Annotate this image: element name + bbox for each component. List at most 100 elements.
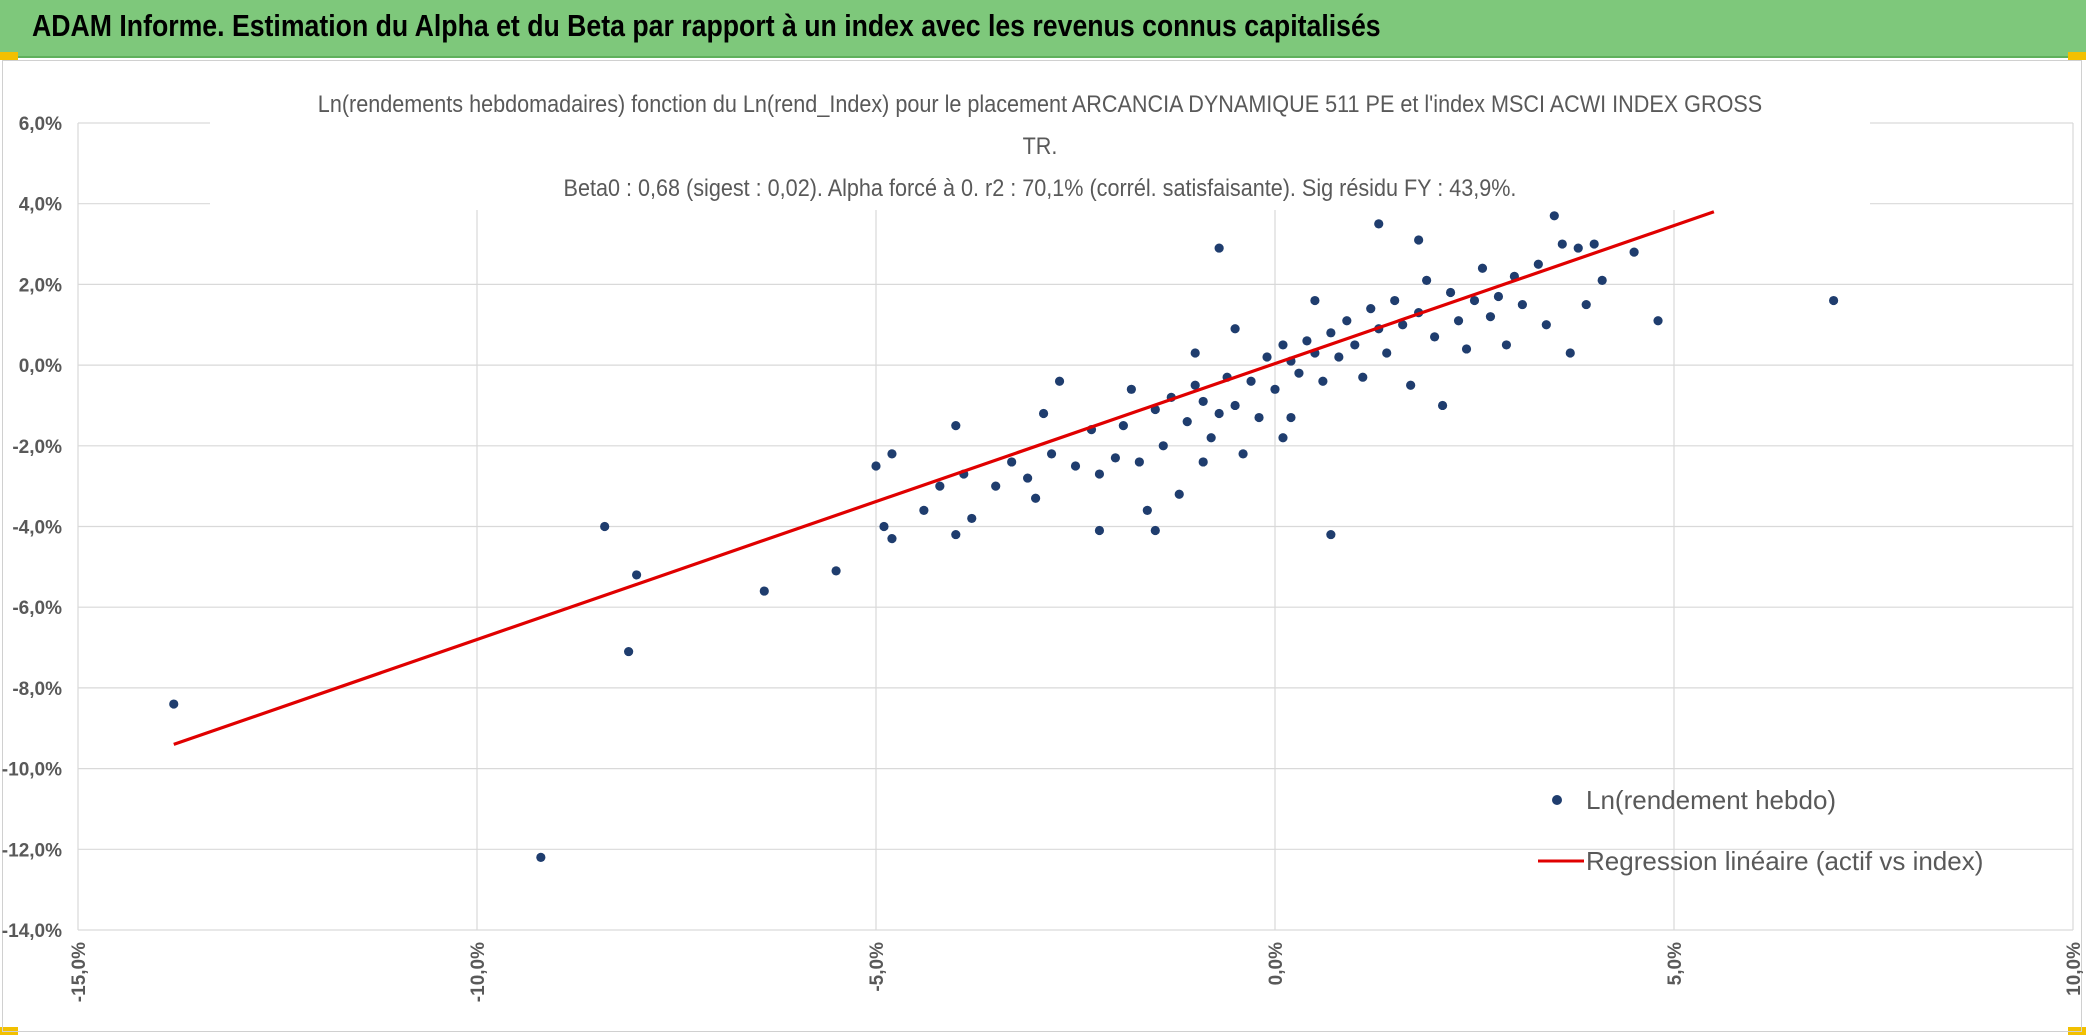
data-point — [1206, 433, 1216, 443]
data-point — [1581, 299, 1591, 310]
data-point — [1398, 320, 1408, 330]
data-point — [1278, 433, 1288, 443]
corner-marker — [2068, 52, 2086, 60]
data-point — [1374, 219, 1384, 229]
data-point — [1485, 312, 1496, 322]
data-point — [1230, 400, 1240, 411]
y-axis-ticks: 6,0% 4,0% 2,0% 0,0% -2,0% -4,0% -6,0% -8,0% -10,… — [2, 114, 62, 942]
data-point — [935, 481, 945, 491]
data-point — [1469, 295, 1480, 306]
data-point — [1422, 275, 1432, 285]
corner-marker — [0, 52, 18, 60]
data-point — [871, 461, 881, 471]
legend-label-regression: Regression linéaire (actif vs index) — [1586, 846, 1983, 876]
data-point — [1278, 340, 1288, 350]
data-point — [919, 505, 929, 515]
data-point — [1573, 243, 1583, 253]
data-point — [759, 586, 769, 596]
data-point — [1358, 372, 1368, 382]
data-point — [1214, 243, 1224, 253]
data-point — [1094, 469, 1105, 479]
x-tick-label: -15,0% — [69, 942, 90, 1002]
data-points — [169, 211, 1839, 862]
data-point — [1430, 332, 1440, 342]
data-point — [1477, 263, 1488, 273]
data-point — [831, 566, 841, 576]
data-point — [1007, 457, 1017, 467]
data-point — [951, 529, 961, 540]
data-point — [1366, 304, 1376, 314]
data-point — [1589, 239, 1599, 249]
header-banner: ADAM Informe. Estimation du Alpha et du … — [0, 0, 2086, 58]
data-point — [1238, 449, 1248, 459]
x-tick-label: -10,0% — [468, 942, 489, 1002]
data-point — [1501, 340, 1512, 350]
data-point — [1629, 247, 1639, 257]
data-point — [1326, 328, 1336, 338]
y-tick-label: -8,0% — [12, 679, 62, 700]
report-title: ADAM Informe. Estimation du Alpha et du … — [32, 8, 1381, 43]
data-point — [1070, 461, 1081, 471]
regression-line — [173, 210, 1715, 746]
chart-title-line-1: Ln(rendements hebdomadaires) fonction du… — [317, 91, 1763, 118]
data-point — [1453, 316, 1464, 326]
data-point — [1254, 412, 1264, 423]
data-point — [600, 521, 610, 532]
data-point — [1461, 344, 1472, 354]
data-point — [1445, 287, 1456, 298]
data-point — [169, 699, 179, 709]
data-point — [1190, 348, 1200, 358]
y-tick-label: 4,0% — [19, 195, 62, 216]
data-point — [1198, 457, 1208, 467]
chart-title: Ln(rendements hebdomadaires) fonction du… — [210, 84, 1870, 210]
x-tick-label: -5,0% — [867, 942, 888, 992]
data-point — [624, 646, 634, 657]
y-tick-label: -4,0% — [12, 518, 62, 539]
data-point — [1182, 416, 1192, 427]
data-point — [1541, 320, 1551, 330]
data-point — [991, 481, 1001, 491]
chart-subtitle: Beta0 : 0,68 (sigest : 0,02). Alpha forc… — [563, 175, 1517, 202]
data-point — [1549, 211, 1559, 221]
chart-frame — [2, 60, 2082, 1032]
data-point — [1150, 525, 1160, 536]
data-point — [1437, 400, 1448, 411]
data-point — [1382, 348, 1392, 358]
data-point — [887, 534, 897, 544]
data-point — [1054, 376, 1065, 386]
y-tick-label: -10,0% — [2, 760, 62, 781]
x-tick-label: 5,0% — [1665, 942, 1686, 985]
data-point — [1350, 340, 1360, 350]
data-point — [1390, 295, 1400, 306]
data-point — [1414, 235, 1424, 245]
data-point — [1557, 239, 1567, 249]
y-tick-label: 2,0% — [19, 275, 62, 296]
data-point — [1046, 449, 1057, 459]
data-point — [1294, 368, 1304, 378]
data-point — [1158, 441, 1168, 451]
y-tick-label: 6,0% — [19, 114, 62, 135]
data-point — [1342, 316, 1352, 326]
data-point — [879, 521, 889, 532]
data-point — [1031, 493, 1041, 503]
data-point — [536, 852, 546, 862]
data-point — [1334, 352, 1344, 362]
data-point — [1270, 384, 1280, 394]
data-point — [1302, 336, 1312, 346]
x-tick-label: 10,0% — [2064, 942, 2085, 996]
data-point — [1142, 505, 1152, 515]
legend: Ln(rendement hebdo) Regression linéaire … — [1538, 785, 1983, 876]
chart-title-line-2: TR. — [1022, 133, 1058, 160]
x-tick-label: 0,0% — [1266, 942, 1287, 985]
data-point — [1094, 525, 1105, 536]
legend-marker-points — [1552, 795, 1562, 805]
y-tick-label: -2,0% — [12, 437, 62, 458]
data-point — [1118, 421, 1128, 431]
legend-label-points: Ln(rendement hebdo) — [1586, 785, 1836, 815]
data-point — [1597, 275, 1607, 285]
data-point — [1246, 376, 1256, 386]
data-point — [1493, 291, 1504, 302]
y-tick-label: -12,0% — [2, 840, 62, 861]
y-tick-label: -6,0% — [12, 598, 62, 619]
